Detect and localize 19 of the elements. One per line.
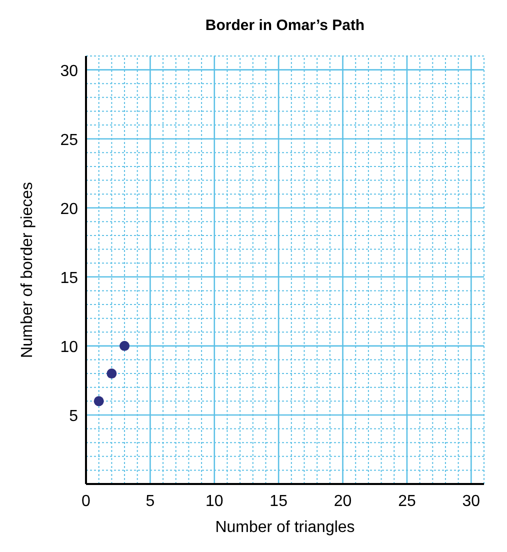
x-tick-label: 25: [398, 493, 416, 510]
point: [94, 396, 104, 406]
y-axis-title: Number of border pieces: [19, 182, 36, 358]
chart-title: Border in Omar’s Path: [205, 17, 365, 34]
y-tick-label: 15: [60, 270, 78, 287]
y-tick-label: 10: [60, 338, 78, 356]
x-tick-label: 10: [205, 493, 224, 510]
point: [106, 368, 117, 379]
x-tick-label: 0: [82, 493, 91, 510]
y-tick-label: 20: [60, 200, 78, 218]
x-axis-title: Number of triangles: [215, 519, 355, 536]
x-tick-label: 20: [334, 493, 352, 510]
y-tick-label: 30: [60, 62, 78, 80]
y-tick-label: 25: [60, 132, 78, 149]
x-tick-label: 15: [270, 493, 288, 510]
y-tick-label: 5: [69, 408, 78, 425]
point: [120, 340, 130, 351]
x-tick-label: 30: [462, 493, 480, 510]
x-tick-label: 5: [146, 493, 155, 510]
